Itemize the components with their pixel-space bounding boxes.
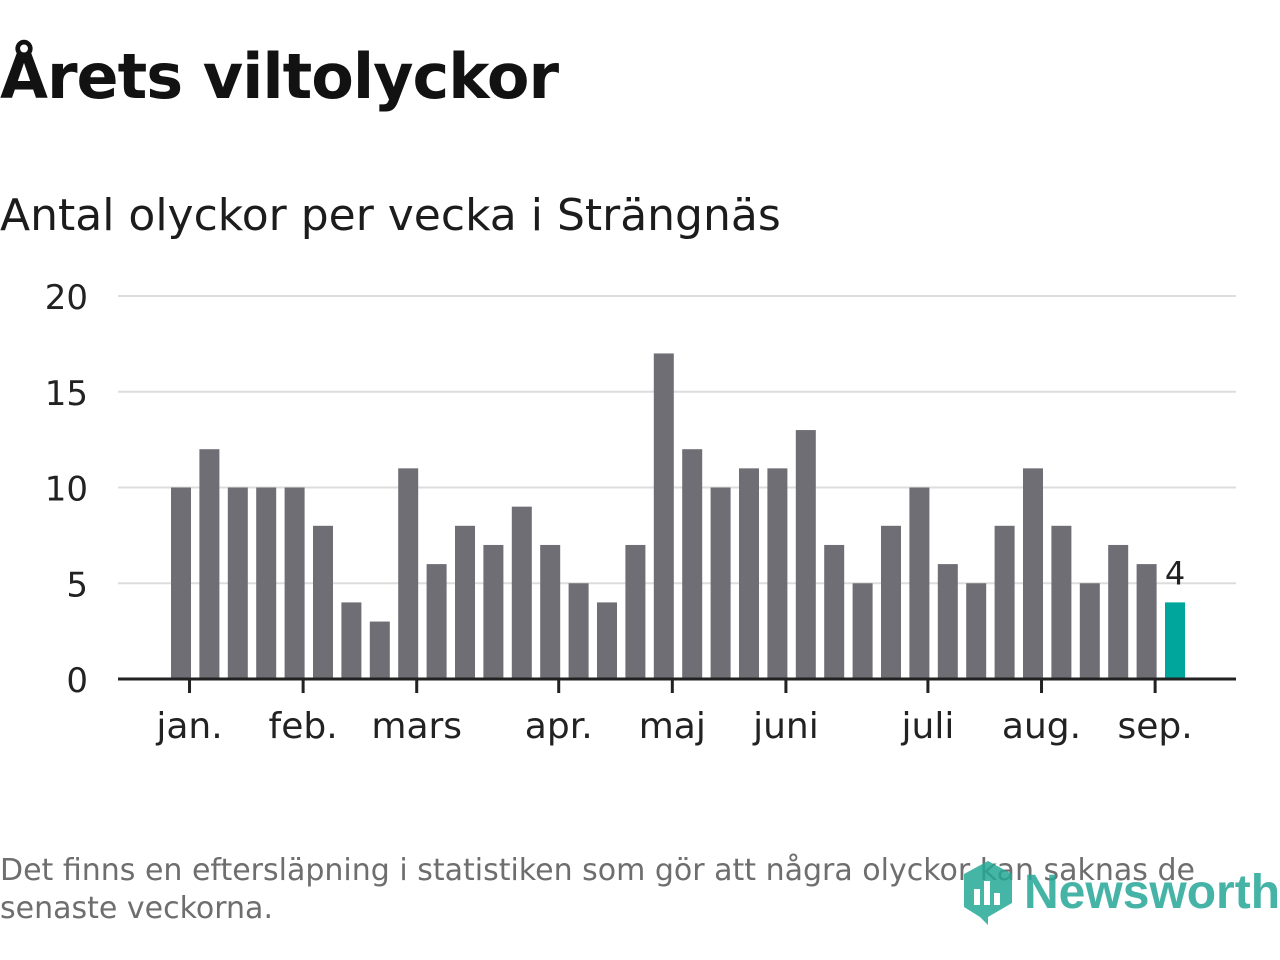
bar bbox=[227, 487, 248, 679]
bar bbox=[1051, 525, 1072, 679]
y-tick-label: 15 bbox=[45, 374, 88, 414]
x-tick-label: mars bbox=[371, 706, 462, 747]
x-tick-label: feb. bbox=[269, 706, 338, 747]
y-tick-label: 0 bbox=[66, 661, 88, 701]
bar bbox=[455, 525, 475, 679]
bar bbox=[426, 564, 447, 679]
bar bbox=[341, 602, 362, 679]
bar bbox=[852, 583, 873, 679]
bar bbox=[171, 487, 191, 679]
bar bbox=[994, 525, 1015, 679]
bar-chart: 0 5 10 15 20 4 jan. feb. mars apr. maj juni juli aug.… bbox=[45, 278, 1236, 747]
x-tick-label: juni bbox=[752, 706, 819, 747]
bar bbox=[739, 468, 759, 679]
bar bbox=[199, 449, 220, 679]
bar bbox=[824, 544, 845, 679]
x-tick-label: jan. bbox=[155, 706, 222, 747]
bar bbox=[483, 544, 504, 679]
y-tick-label: 10 bbox=[45, 470, 88, 510]
x-tick-label: maj bbox=[639, 706, 706, 747]
highlight-bar bbox=[1165, 602, 1185, 679]
bar bbox=[795, 430, 816, 679]
y-tick-label: 5 bbox=[66, 565, 88, 605]
bar bbox=[511, 506, 532, 679]
bar bbox=[909, 487, 930, 679]
bar bbox=[966, 583, 987, 679]
brand-name: Newsworthy bbox=[1024, 865, 1280, 919]
bar bbox=[653, 353, 674, 679]
y-tick-label: 20 bbox=[45, 278, 88, 318]
bar bbox=[1136, 564, 1157, 679]
x-tick-label: aug. bbox=[1002, 706, 1081, 747]
data-label: 4 bbox=[1165, 554, 1185, 592]
bar bbox=[1023, 468, 1043, 679]
bar bbox=[540, 544, 561, 679]
bar bbox=[682, 449, 703, 679]
brand-logo: Newsworthy bbox=[962, 858, 1280, 926]
bar bbox=[937, 564, 958, 679]
bar bbox=[398, 468, 419, 679]
chart-subtitle: Antal olyckor per vecka i Strängnäs bbox=[0, 190, 781, 241]
bar bbox=[369, 621, 390, 679]
x-tick-label: apr. bbox=[525, 706, 593, 747]
bar bbox=[597, 602, 617, 679]
bar bbox=[767, 468, 788, 679]
bar bbox=[284, 487, 305, 679]
bar bbox=[881, 525, 901, 679]
bar bbox=[313, 525, 333, 679]
x-tick-label: sep. bbox=[1118, 706, 1193, 747]
bar bbox=[568, 583, 589, 679]
bar bbox=[1079, 583, 1100, 679]
bar bbox=[1108, 544, 1129, 679]
newsworthy-logo-icon bbox=[964, 861, 1012, 925]
bar bbox=[256, 487, 277, 679]
x-tick-label: juli bbox=[901, 706, 955, 747]
bar bbox=[625, 544, 646, 679]
bar bbox=[710, 487, 731, 679]
chart-title: Årets viltolyckor bbox=[0, 40, 559, 113]
